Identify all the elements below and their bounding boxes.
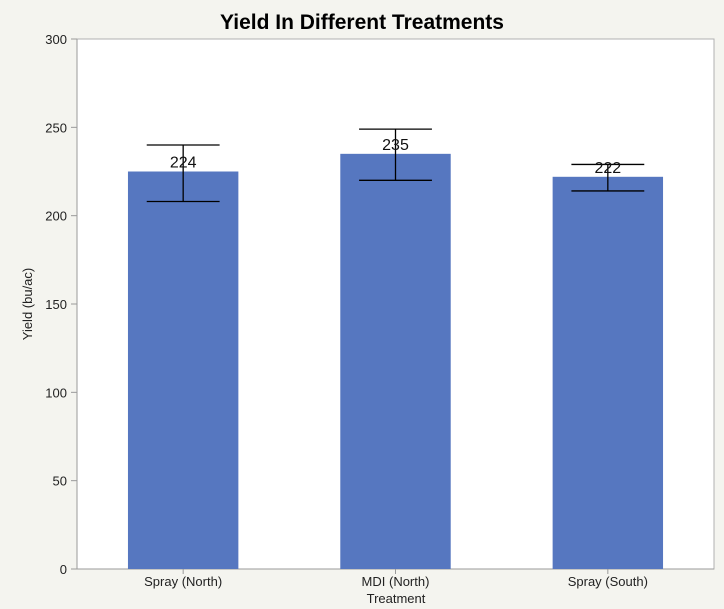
x-tick-label: Spray (South) [568,574,648,589]
x-tick-label: Spray (North) [144,574,222,589]
y-tick-label: 0 [60,562,67,577]
data-label: 235 [382,137,409,154]
data-labels: 224 235 222 [170,137,621,177]
y-axis-label: Yield (bu/ac) [20,268,35,341]
y-axis: 0 50 100 150 200 250 300 [45,32,78,577]
bars [127,153,664,570]
y-tick-label: 300 [45,32,67,47]
bar [127,171,239,569]
data-label: 222 [594,160,621,177]
chart-title: Yield In Different Treatments [220,11,504,34]
y-tick-label: 250 [45,120,67,135]
x-tick-label: MDI (North) [362,574,430,589]
bar [552,176,664,570]
x-axis: Spray (North) MDI (North) Spray (South) [77,568,714,589]
y-tick-label: 50 [53,474,67,489]
data-label: 224 [170,155,197,172]
y-tick-label: 100 [45,385,67,400]
y-tick-label: 150 [45,297,67,312]
bar [340,153,451,570]
y-tick-label: 200 [45,209,67,224]
error-bars [146,128,645,203]
x-axis-label: Treatment [367,591,426,606]
